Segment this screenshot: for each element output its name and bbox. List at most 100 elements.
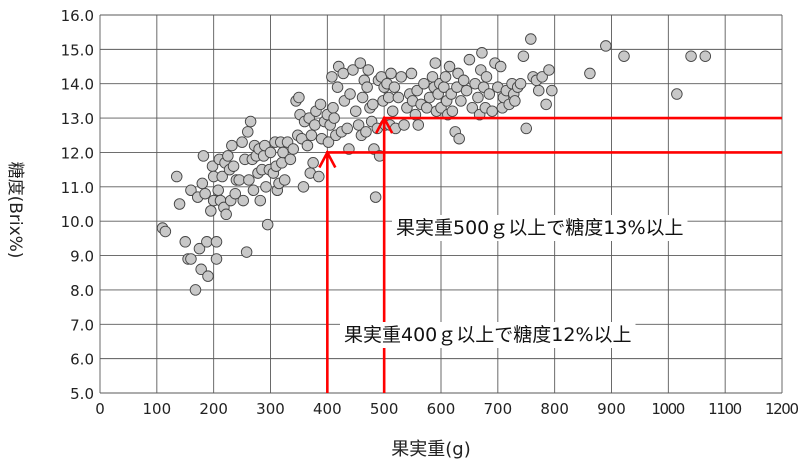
y-tick-label: 6.0 (70, 351, 94, 369)
x-tick-label: 200 (199, 400, 228, 418)
data-point (517, 50, 530, 62)
data-point (216, 170, 228, 183)
data-point (261, 218, 274, 231)
y-axis-label: 糖度(Brix%) (5, 162, 25, 259)
data-point (202, 270, 214, 282)
data-point (327, 102, 339, 114)
data-point (514, 77, 527, 90)
x-tick-label: 800 (540, 400, 569, 418)
data-point (301, 139, 314, 152)
data-point (352, 119, 365, 131)
data-point (362, 64, 375, 76)
data-point (520, 122, 533, 135)
data-point (284, 153, 297, 166)
y-tick-label: 16.0 (61, 7, 94, 25)
data-point (395, 71, 407, 83)
data-point (446, 105, 459, 117)
data-point (278, 174, 291, 186)
data-point (189, 284, 202, 296)
data-point (439, 71, 452, 83)
data-point (314, 98, 327, 111)
y-axis-ticks: 5.0 6.0 7.0 8.0 9.0 10.0 11.0 12.0 13.0 14.0 15.0 1… (61, 7, 94, 403)
data-point (205, 205, 217, 217)
x-tick-label: 1000 (651, 400, 685, 418)
data-point (170, 170, 183, 183)
data-point (210, 236, 223, 248)
data-point (685, 50, 697, 62)
x-tick-label: 0 (95, 400, 105, 418)
data-point (297, 181, 310, 193)
data-point (412, 119, 425, 131)
data-point (254, 194, 267, 207)
data-point (307, 157, 319, 169)
data-point (455, 95, 467, 107)
data-point (509, 95, 521, 107)
x-tick-label: 500 (370, 400, 399, 418)
x-tick-label: 100 (143, 400, 172, 418)
data-point (201, 236, 213, 248)
data-point (460, 84, 473, 97)
data-point (533, 84, 545, 97)
y-tick-label: 10.0 (61, 213, 94, 231)
data-point (361, 81, 373, 93)
data-point (356, 91, 369, 104)
data-point (179, 236, 191, 248)
data-point (264, 146, 277, 159)
data-point (392, 91, 405, 104)
data-point (344, 88, 356, 100)
data-point (466, 102, 479, 114)
x-tick-label: 1100 (708, 400, 742, 418)
data-point (443, 60, 456, 73)
y-tick-label: 5.0 (70, 385, 94, 403)
data-point (210, 253, 223, 265)
data-point (244, 115, 257, 128)
data-point (385, 67, 397, 80)
y-tick-label: 9.0 (70, 248, 94, 266)
data-point (421, 102, 433, 114)
data-point (354, 57, 367, 69)
data-point (382, 91, 395, 104)
data-point (457, 74, 470, 87)
data-point (486, 105, 498, 117)
x-axis-label: 果実重(g) (391, 439, 470, 460)
data-point (212, 184, 224, 197)
y-tick-label: 13.0 (61, 110, 94, 128)
x-tick-label: 300 (256, 400, 285, 418)
data-point (287, 143, 299, 155)
data-point (185, 184, 197, 197)
x-tick-label: 700 (484, 400, 513, 418)
data-point (242, 126, 254, 138)
data-point (618, 50, 630, 62)
threshold-400-arrowhead (318, 149, 337, 169)
data-point (236, 136, 248, 148)
x-tick-label: 1200 (765, 400, 799, 418)
data-point (536, 71, 548, 83)
data-point (347, 64, 359, 76)
data-point (199, 187, 211, 200)
y-tick-label: 8.0 (70, 282, 94, 300)
y-tick-label: 12.0 (61, 144, 94, 162)
annotation-13-label: 果実重500ｇ以上で糖度13%以上 (396, 217, 684, 239)
data-point (313, 170, 325, 183)
data-point (429, 57, 442, 69)
data-point (226, 139, 238, 152)
data-point (233, 174, 245, 186)
data-point (227, 160, 240, 172)
data-point (293, 91, 305, 104)
x-axis-ticks: 0 100 200 300 400 500 600 700 800 900 1000 1100 1200 (95, 400, 799, 418)
data-point (173, 198, 186, 210)
data-point (185, 253, 197, 265)
data-point (405, 67, 418, 80)
data-point (525, 33, 537, 45)
y-tick-label: 11.0 (61, 179, 94, 197)
data-point (331, 81, 344, 93)
x-tick-label: 400 (313, 400, 342, 418)
data-point (237, 194, 249, 207)
data-point (671, 88, 683, 100)
data-point (222, 150, 234, 162)
data-point (195, 263, 207, 276)
data-point (260, 181, 272, 193)
data-point (220, 208, 232, 221)
x-tick-label: 600 (427, 400, 456, 418)
data-point (197, 150, 210, 162)
